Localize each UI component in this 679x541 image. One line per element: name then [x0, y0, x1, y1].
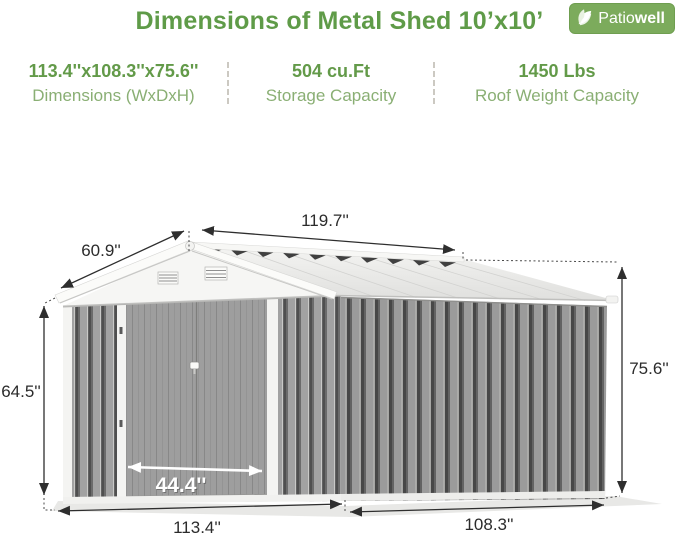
- dim-label-door-width: 44.4'': [156, 474, 207, 497]
- door-hinge-icon: [119, 420, 123, 427]
- dim-label-left-wall-height: 64.5'': [1, 382, 41, 401]
- door-hinge-icon: [119, 327, 123, 334]
- spec-dimensions-value: 113.4''x108.3''x75.6'': [28, 61, 199, 81]
- shed-side-wall: [340, 296, 608, 501]
- dim-side-depth: 108.3'': [349, 495, 621, 534]
- door-right-trim: [267, 296, 278, 497]
- dim-label-gable-slope: 60.9'': [81, 241, 121, 260]
- patiowell-leaf-icon: [578, 9, 592, 26]
- brand-name-regular: Patio: [598, 10, 635, 27]
- spec-storage-value: 504 cu.Ft: [291, 61, 371, 81]
- gable-vent-icon: [157, 271, 179, 285]
- dim-ridge-length: 119.7'': [188, 211, 464, 259]
- brand-name-bold: well: [634, 10, 665, 27]
- dim-left-wall-height: 64.5'': [1, 306, 55, 511]
- apex-cap: [185, 241, 195, 251]
- brand-badge: Patio well: [569, 3, 675, 34]
- dim-gable-slope: 60.9'': [44, 230, 185, 304]
- page-title: Dimensions of Metal Shed 10’x10’: [135, 7, 544, 35]
- spec-roof-weight: 1450 Lbs Roof Weight Capacity: [435, 58, 679, 106]
- spec-storage-label: Storage Capacity: [265, 86, 397, 105]
- dim-label-ridge-length: 119.7'': [301, 211, 349, 230]
- spec-roof-weight-value: 1450 Lbs: [518, 61, 596, 81]
- spec-dimensions: 113.4''x108.3''x75.6'' Dimensions (WxDxH…: [0, 58, 227, 106]
- dim-label-overall-height: 75.6'': [629, 359, 669, 378]
- dim-label-door-width-shadow: 44.4'': [157, 475, 208, 498]
- spec-roof-weight-label: Roof Weight Capacity: [474, 86, 640, 105]
- spec-dimensions-label: Dimensions (WxDxH): [32, 86, 195, 105]
- spec-divider: [227, 62, 229, 104]
- dim-front-width: 113.4'': [57, 499, 346, 537]
- rear-eave-cap: [605, 295, 619, 304]
- dim-label-front-width: 113.4'': [173, 518, 221, 537]
- gable-vent-icon: [204, 266, 228, 281]
- spec-divider: [433, 62, 435, 104]
- dim-label-side-depth: 108.3'': [464, 515, 513, 534]
- shed-front-wall: [62, 294, 342, 504]
- front-corner-trim: [63, 306, 72, 503]
- spec-storage: 504 cu.Ft Storage Capacity: [229, 58, 433, 106]
- door-left-trim: [117, 302, 126, 500]
- spec-row: 113.4''x108.3''x75.6'' Dimensions (WxDxH…: [0, 58, 679, 106]
- dim-door-width: 44.4'' 44.4'': [127, 461, 263, 498]
- dim-overall-height: 75.6'': [465, 259, 669, 493]
- door-handle-icon: [189, 361, 200, 374]
